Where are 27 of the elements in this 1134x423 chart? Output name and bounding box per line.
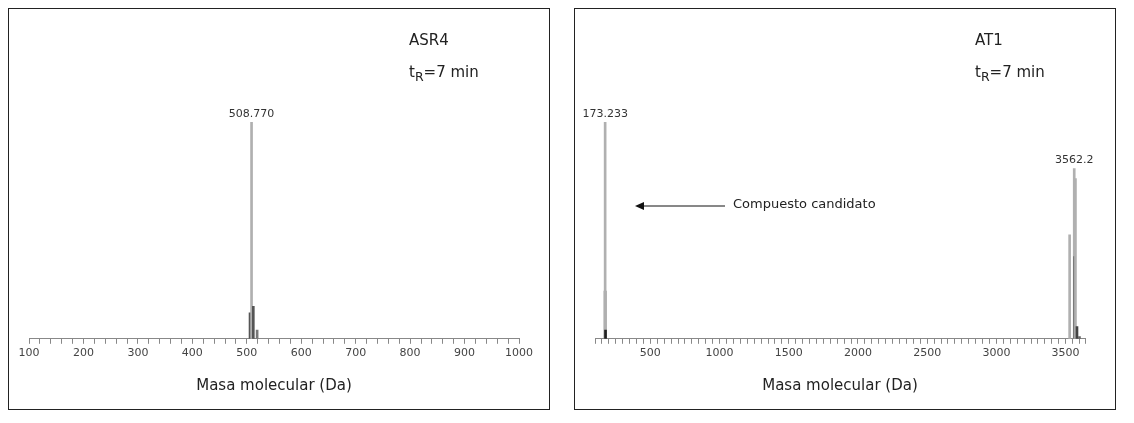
x-tick-label: 1000	[505, 346, 533, 360]
x-tick-label: 900	[454, 346, 476, 360]
x-tick-label: 200	[72, 346, 94, 360]
x-tick-label: 2500	[913, 346, 942, 360]
x-axis-title: Masa molecular (Da)	[196, 375, 352, 394]
x-tick-label: 1000	[705, 346, 734, 360]
x-tick-label: 500	[236, 346, 258, 360]
x-tick-label: 3000	[982, 346, 1011, 360]
x-axis-title: Masa molecular (Da)	[762, 375, 918, 394]
x-tick-label: 600	[290, 346, 312, 360]
x-tick-label: 400	[181, 346, 203, 360]
annotation: 173.233	[582, 106, 628, 120]
x-tick-label: 700	[345, 346, 367, 360]
annotation: 3562.2	[1054, 152, 1094, 166]
annotation: Compuesto candidato	[733, 196, 876, 211]
text: ASR4	[409, 31, 450, 49]
x-tick-label: 100	[18, 346, 40, 360]
x-tick-label: 2000	[843, 346, 872, 360]
x-tick-label: 500	[639, 346, 661, 360]
x-tick-label: 800	[399, 346, 421, 360]
text: t$_{R}$=7 min	[975, 63, 1045, 84]
x-tick-label: 1500	[774, 346, 803, 360]
annotation: 508.770	[228, 106, 275, 120]
x-tick-label: 300	[127, 346, 149, 360]
text: t$_{R}$=7 min	[409, 63, 479, 84]
text: AT1	[975, 31, 1004, 49]
x-tick-label: 3500	[1051, 346, 1080, 360]
